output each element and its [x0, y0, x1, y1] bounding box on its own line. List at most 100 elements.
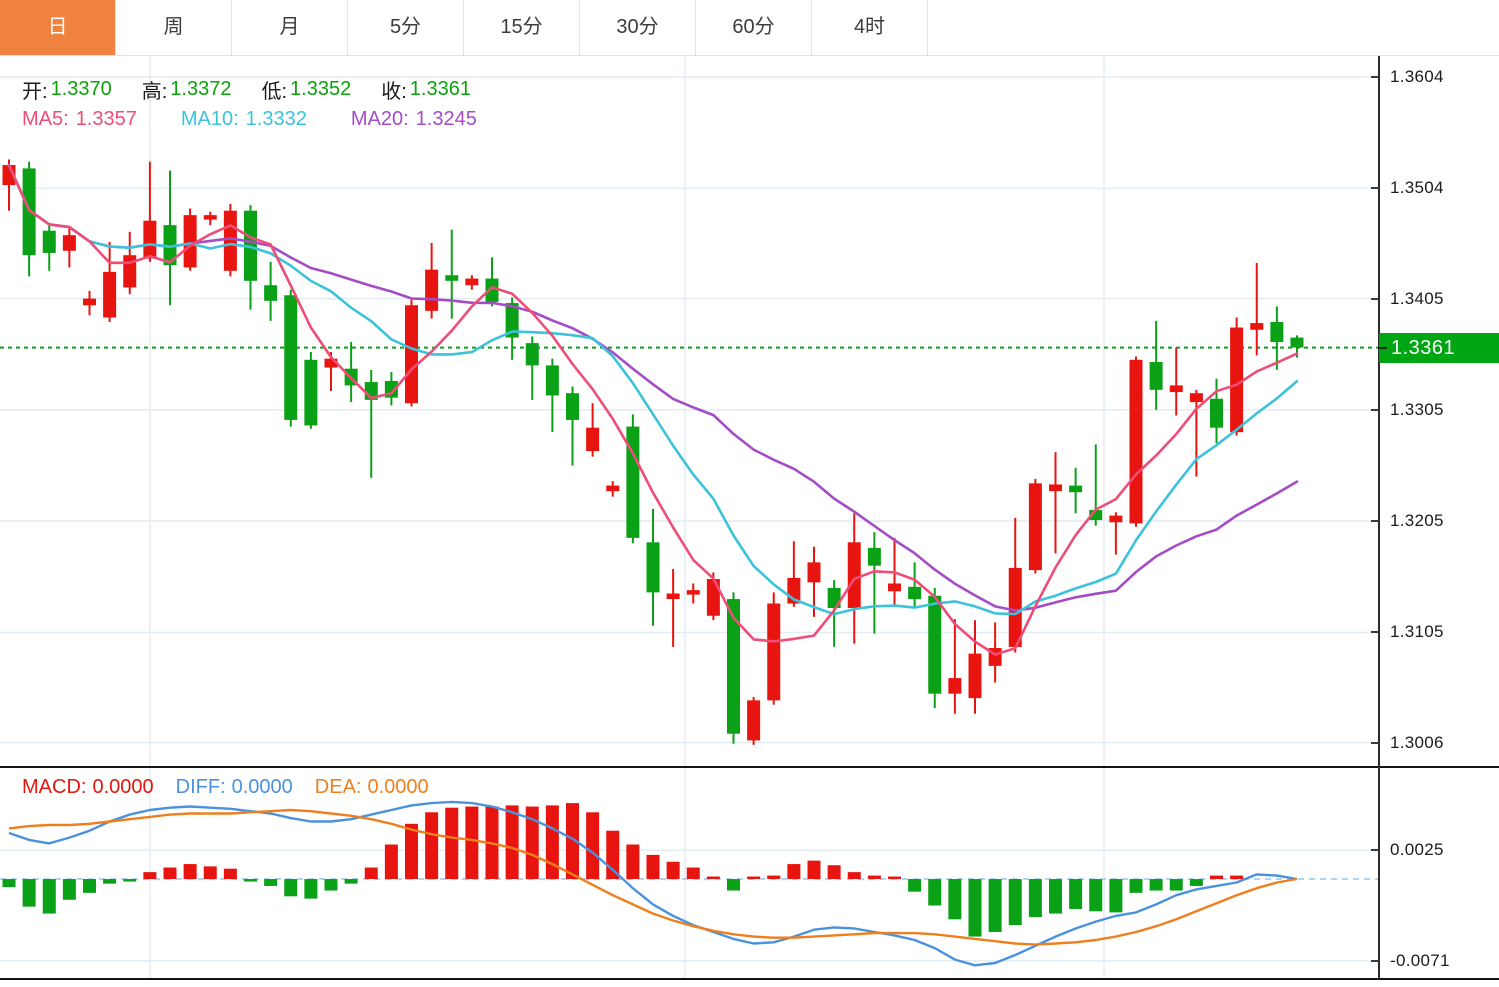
legend-value: 1.3357: [75, 108, 137, 130]
macd-bar-56: [1129, 879, 1143, 893]
y-axis-label: 1.3504: [1390, 178, 1444, 198]
macd-bar-38: [767, 875, 781, 880]
candle-body-36: [727, 599, 740, 734]
macd-bar-59: [1189, 879, 1203, 886]
candle-body-14: [284, 295, 298, 420]
y-axis-tick: [1371, 959, 1379, 962]
legend-item: 高: 1.3372: [142, 75, 232, 104]
tab-m60[interactable]: 60分: [696, 0, 812, 55]
tab-m15[interactable]: 15分: [464, 0, 580, 55]
ohlc-legend: 开: 1.3370 高: 1.3372 低: 1.3352 收: 1.3361: [22, 75, 501, 104]
legend-label: 开:: [22, 81, 48, 103]
macd-bar-41: [827, 865, 841, 880]
legend-value: 1.3372: [170, 78, 232, 100]
macd-bar-13: [264, 879, 278, 886]
macd-bar-18: [364, 867, 378, 880]
macd-bar-45: [908, 879, 922, 892]
macd-bar-40: [807, 860, 821, 880]
y-axis-label: 1.3305: [1390, 399, 1444, 419]
candle-body-4: [83, 298, 96, 306]
candle-body-44: [888, 583, 901, 592]
candle-body-56: [1129, 359, 1143, 524]
candle-body-10: [203, 215, 217, 220]
candle-body-3: [62, 235, 76, 251]
candle-body-40: [807, 562, 821, 583]
candle-body-60: [1210, 398, 1223, 428]
candle-body-52: [1049, 484, 1062, 492]
candle-body-42: [847, 542, 861, 608]
tab-m30[interactable]: 30分: [580, 0, 696, 55]
legend-item: 开: 1.3370: [22, 75, 112, 104]
macd-bar-30: [606, 830, 620, 880]
y-axis-label: -0.0071: [1390, 950, 1450, 970]
timeframe-tab-bar: 日周月 5分 15分 30分 60分 4时: [0, 0, 1499, 55]
y-axis-label: 1.3205: [1390, 511, 1444, 531]
bottom-border: [0, 978, 1499, 980]
macd-bar-61: [1230, 875, 1244, 880]
macd-legend: MACD: 0.0000 DIFF: 0.0000 DEA: 0.0000: [22, 776, 451, 799]
macd-bar-48: [968, 879, 982, 937]
candle-body-30: [606, 485, 620, 492]
candle-body-24: [485, 278, 499, 302]
legend-item: DIFF: 0.0000: [176, 776, 293, 799]
tab-m5[interactable]: 5分: [348, 0, 464, 55]
macd-bar-47: [948, 879, 962, 920]
tab-week[interactable]: 周: [116, 0, 232, 55]
macd-bar-23: [465, 806, 479, 880]
macd-bar-22: [445, 807, 459, 880]
macd-bar-39: [787, 864, 801, 880]
tab-day[interactable]: 日: [0, 0, 116, 55]
candle-body-57: [1149, 362, 1163, 390]
macd-bar-28: [566, 803, 579, 880]
tabbar-bottom-divider: [0, 55, 1499, 56]
macd-bar-55: [1109, 879, 1123, 913]
macd-bar-17: [344, 879, 358, 884]
current-price-tag: 1.3361: [1379, 332, 1499, 363]
candle-body-21: [425, 269, 439, 311]
tab-h4[interactable]: 4时: [812, 0, 928, 55]
y-axis-label: 1.3604: [1390, 67, 1444, 87]
macd-bar-8: [163, 867, 177, 880]
candle-body-35: [706, 579, 720, 616]
candle-body-33: [666, 593, 680, 600]
legend-label: MACD:: [22, 776, 87, 798]
legend-label: DIFF:: [175, 776, 226, 798]
candlestick-chart[interactable]: [0, 56, 1379, 766]
candle-body-37: [747, 700, 761, 741]
diff-line: [8, 800, 1298, 967]
y-axis-tick: [1371, 76, 1379, 79]
tab-month[interactable]: 月: [232, 0, 348, 55]
candle-body-48: [968, 653, 982, 699]
legend-value: 1.3245: [415, 108, 477, 130]
macd-bar-14: [284, 879, 298, 897]
macd-bar-1: [22, 879, 36, 907]
macd-bar-12: [244, 879, 257, 882]
candle-body-7: [143, 220, 157, 259]
candle-body-11: [223, 210, 237, 271]
candle-body-38: [767, 603, 781, 701]
macd-bar-26: [525, 806, 539, 880]
y-axis-tick: [1371, 297, 1379, 300]
macd-bar-20: [405, 823, 418, 880]
macd-chart[interactable]: [0, 768, 1379, 978]
candle-body-29: [586, 427, 600, 452]
candle-body-26: [525, 343, 539, 366]
macd-bar-60: [1210, 875, 1223, 880]
legend-item: 收: 1.3361: [381, 75, 471, 104]
candle-body-62: [1250, 323, 1264, 330]
macd-bar-36: [727, 879, 740, 891]
macd-bar-10: [203, 866, 217, 880]
legend-value: 0.0000: [231, 776, 293, 798]
price-axis-line: [1378, 56, 1380, 978]
legend-item: MA5: 1.3357: [22, 108, 137, 131]
candle-body-55: [1109, 515, 1123, 523]
candle-body-13: [264, 285, 278, 301]
macd-bar-34: [686, 867, 700, 880]
legend-item: MACD: 0.0000: [22, 776, 154, 799]
macd-bar-50: [1008, 879, 1022, 926]
legend-label: 低:: [261, 81, 288, 103]
macd-bar-4: [83, 879, 96, 893]
macd-bar-0: [2, 879, 16, 888]
macd-bar-54: [1089, 879, 1103, 912]
